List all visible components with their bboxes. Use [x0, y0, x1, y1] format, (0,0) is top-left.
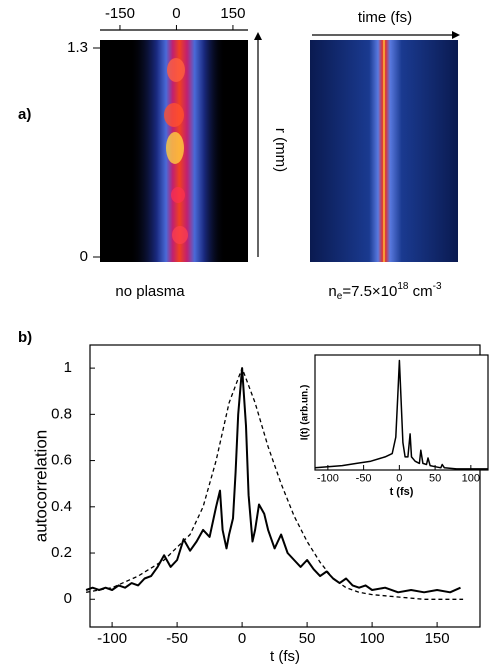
caption-sup: 18: [397, 281, 409, 292]
x-axis-label: t (fs): [390, 486, 414, 498]
x-tick-label: -100: [97, 630, 127, 647]
time-label: time (fs): [358, 9, 412, 26]
y-tick-label: 0.6: [51, 452, 72, 469]
x-axis-label: t (fs): [270, 648, 300, 665]
caption-part: n: [328, 283, 336, 300]
caption-part: =7.5×10: [342, 283, 397, 300]
x-tick-label: -50: [166, 630, 188, 647]
arrow-head: [254, 32, 262, 40]
x-tick-label: -150: [105, 5, 135, 22]
x-tick-label: -100: [317, 473, 339, 485]
x-tick-label: 100: [462, 473, 480, 485]
y-tick-label: 0.2: [51, 544, 72, 561]
y-axis-label: I(t) (arb.un.): [300, 385, 311, 441]
arrow-head: [452, 31, 460, 39]
y-tick-label: 0.4: [51, 498, 72, 515]
y-tick-label: 1: [64, 359, 72, 376]
caption-sub: e: [337, 291, 343, 302]
caption-sup: -3: [433, 281, 442, 292]
x-tick-label: 0: [396, 473, 402, 485]
panel-label: a): [18, 106, 31, 123]
x-tick-label: 150: [220, 5, 245, 22]
x-tick-label: 150: [425, 630, 450, 647]
x-tick-label: 50: [429, 473, 441, 485]
x-tick-label: -50: [356, 473, 372, 485]
y-tick-label: 0: [80, 248, 88, 265]
x-tick-label: 0: [238, 630, 246, 647]
caption: ne=7.5×1018 cm-3: [328, 281, 442, 302]
heatmap-right: [310, 40, 458, 262]
r-label: r (mm): [272, 128, 289, 172]
y-tick-label: 0: [64, 590, 72, 607]
heatmap-left: [100, 40, 248, 262]
y-tick-label: 0.8: [51, 405, 72, 422]
series-line: [85, 367, 464, 600]
x-tick-label: 0: [172, 5, 180, 22]
panel-label: b): [18, 329, 32, 346]
series-line: [314, 359, 488, 470]
x-tick-label: 100: [360, 630, 385, 647]
caption: no plasma: [115, 283, 185, 300]
y-axis-label: autocorrelation: [31, 430, 50, 542]
x-tick-label: 50: [299, 630, 316, 647]
series-line: [85, 367, 461, 594]
caption-part: cm: [409, 283, 433, 300]
y-tick-label: 1.3: [67, 39, 88, 56]
